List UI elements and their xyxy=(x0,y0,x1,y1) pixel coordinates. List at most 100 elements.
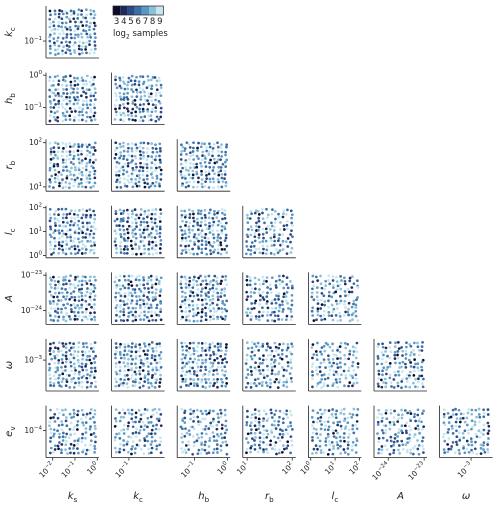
sample-point xyxy=(454,407,457,411)
sample-point xyxy=(85,180,89,184)
sample-point xyxy=(200,216,204,220)
sample-point xyxy=(147,252,151,256)
sample-point xyxy=(114,419,118,423)
sample-point xyxy=(265,419,269,422)
sample-point xyxy=(335,307,339,310)
sample-point xyxy=(159,172,163,176)
sample-point xyxy=(76,83,80,86)
sample-point xyxy=(196,212,200,215)
sample-point xyxy=(139,220,143,224)
sample-point xyxy=(223,169,227,173)
sample-point xyxy=(327,425,331,429)
sample-point xyxy=(89,115,92,119)
sample-point xyxy=(258,298,262,302)
sample-point xyxy=(92,248,95,252)
sample-point xyxy=(332,435,336,438)
sample-point xyxy=(92,161,95,164)
sample-point xyxy=(118,419,122,423)
sample-point xyxy=(119,342,122,346)
sample-point xyxy=(49,227,53,231)
sample-point xyxy=(262,417,265,420)
sample-point xyxy=(180,213,184,217)
sample-point xyxy=(262,448,265,451)
sample-point xyxy=(65,235,69,239)
sample-point xyxy=(147,95,151,99)
sample-point xyxy=(52,186,55,189)
sample-point xyxy=(200,182,204,186)
sample-point xyxy=(197,228,200,232)
sample-point xyxy=(311,306,315,310)
sample-point xyxy=(416,424,420,428)
sample-point xyxy=(115,313,118,317)
sample-point xyxy=(88,303,91,306)
sample-point xyxy=(157,368,161,372)
sample-point xyxy=(205,227,209,231)
sample-point xyxy=(335,409,338,413)
sample-point xyxy=(138,103,142,107)
sample-point xyxy=(251,340,254,344)
sample-point xyxy=(192,278,195,282)
sample-point xyxy=(289,307,293,311)
sample-point xyxy=(290,413,293,417)
sample-point xyxy=(81,41,85,45)
sample-point xyxy=(184,282,188,286)
sample-point xyxy=(261,361,264,365)
sample-point xyxy=(64,207,68,211)
sample-point xyxy=(65,15,69,19)
panel-ks-omega: 10−3 xyxy=(24,339,99,392)
sample-point xyxy=(146,147,149,150)
sample-point xyxy=(199,224,202,228)
sample-point xyxy=(188,251,192,255)
sample-point xyxy=(117,291,121,295)
sample-point xyxy=(289,280,292,283)
sample-point xyxy=(351,360,355,364)
sample-point xyxy=(52,98,56,102)
sample-point xyxy=(143,344,147,348)
sample-point xyxy=(65,174,69,178)
sample-point xyxy=(52,382,56,385)
sample-point xyxy=(118,369,122,373)
sample-point xyxy=(344,374,348,377)
sample-point xyxy=(94,227,97,231)
sample-point xyxy=(179,303,183,307)
sample-point xyxy=(219,412,223,415)
sample-point xyxy=(256,450,260,454)
sample-point xyxy=(157,419,161,423)
sample-point xyxy=(127,411,131,415)
sample-point xyxy=(261,419,265,423)
sample-point xyxy=(93,75,96,79)
sample-point xyxy=(81,236,85,239)
sample-point xyxy=(401,360,405,364)
sample-point xyxy=(54,173,57,176)
sample-point xyxy=(213,161,217,165)
sample-point xyxy=(196,217,199,221)
sample-point xyxy=(185,345,189,348)
x-tick-label: 101 xyxy=(323,460,339,476)
sample-point xyxy=(119,303,123,307)
sample-point xyxy=(447,428,450,431)
sample-point xyxy=(80,161,83,165)
sample-point xyxy=(73,79,77,83)
sample-point xyxy=(141,82,145,86)
sample-point xyxy=(49,446,53,450)
sample-point xyxy=(153,221,157,225)
sample-point xyxy=(245,447,249,451)
sample-point xyxy=(80,440,84,443)
panel-ks-kc: 10−1 xyxy=(24,6,99,59)
sample-point xyxy=(183,356,187,360)
sample-point xyxy=(450,445,454,448)
sample-point xyxy=(130,299,134,302)
sample-point xyxy=(405,431,408,435)
sample-point xyxy=(324,279,327,283)
sample-point xyxy=(138,381,141,385)
sample-point xyxy=(253,443,257,447)
sample-point xyxy=(73,41,77,45)
sample-point xyxy=(331,318,335,322)
sample-point xyxy=(289,251,293,254)
sample-point xyxy=(217,158,220,162)
sample-point xyxy=(409,428,412,432)
sample-point xyxy=(221,358,224,362)
sample-point xyxy=(84,275,87,279)
sample-point xyxy=(134,306,138,310)
sample-point xyxy=(285,252,289,255)
